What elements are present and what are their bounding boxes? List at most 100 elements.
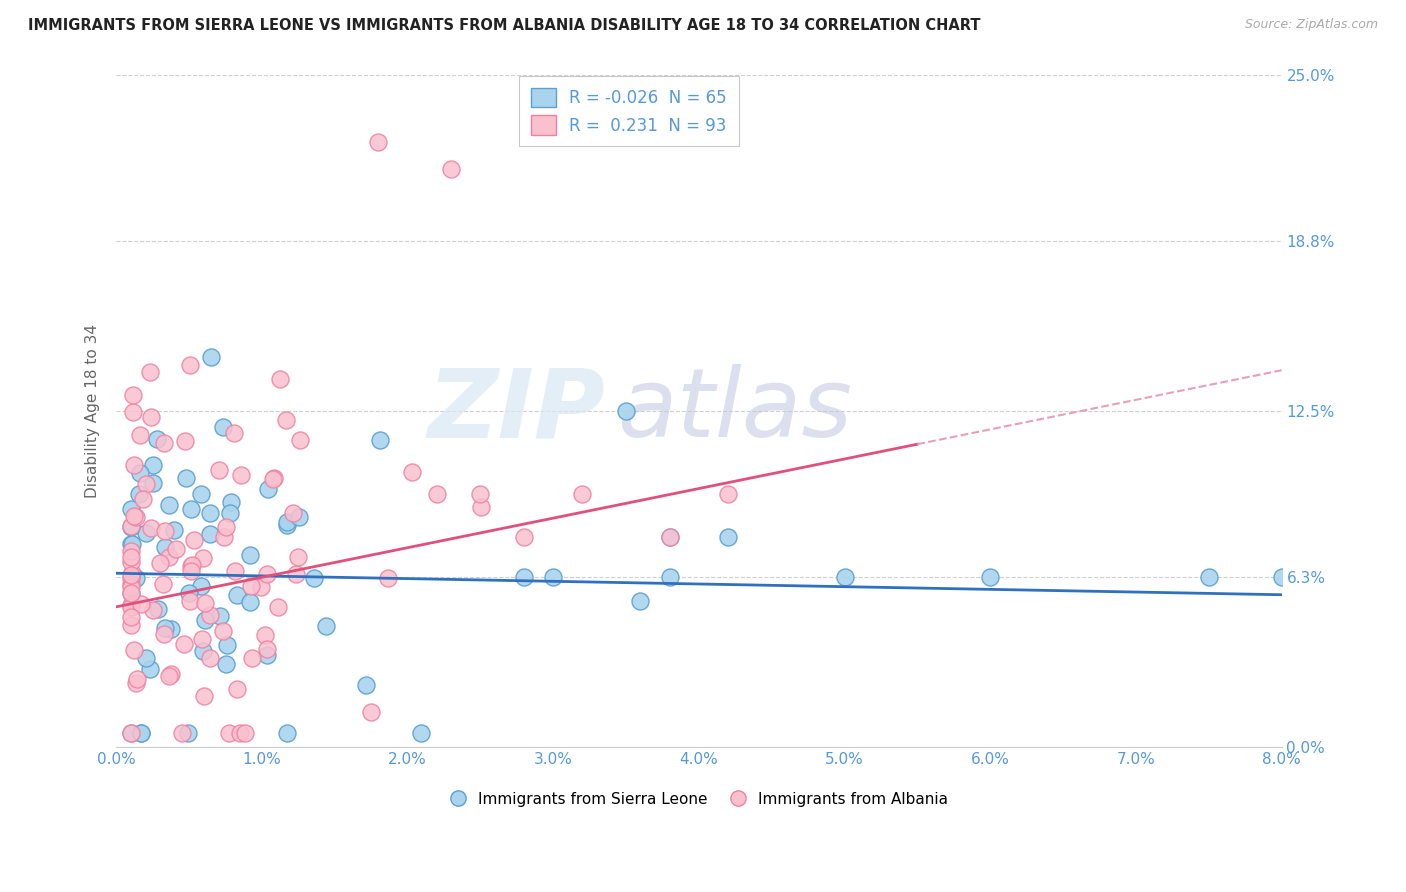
Point <box>224 564 246 578</box>
Point <box>155 621 177 635</box>
Point <box>281 507 304 521</box>
Point <box>256 483 278 497</box>
Point <box>141 521 163 535</box>
Point <box>222 426 245 441</box>
Point <box>157 669 180 683</box>
Point <box>190 579 212 593</box>
Point <box>120 581 142 595</box>
Point <box>120 568 142 582</box>
Point <box>254 628 277 642</box>
Point <box>231 468 253 483</box>
Point <box>120 520 142 534</box>
Point <box>470 500 492 514</box>
Text: atlas: atlas <box>617 364 852 457</box>
Point <box>174 471 197 485</box>
Point <box>276 412 298 426</box>
Point <box>135 525 157 540</box>
Point <box>183 533 205 548</box>
Point <box>120 571 142 585</box>
Point <box>173 637 195 651</box>
Point <box>142 458 165 472</box>
Point <box>148 601 170 615</box>
Point <box>614 403 637 417</box>
Point <box>120 549 142 564</box>
Point <box>160 666 183 681</box>
Point <box>153 524 176 538</box>
Point <box>658 570 681 584</box>
Point <box>120 600 142 615</box>
Point <box>121 537 143 551</box>
Point <box>215 657 238 672</box>
Point <box>287 549 309 564</box>
Point <box>834 570 856 584</box>
Point <box>269 372 291 386</box>
Point <box>153 436 176 450</box>
Point <box>212 420 235 434</box>
Point <box>658 530 681 544</box>
Point <box>200 607 222 622</box>
Point <box>302 571 325 585</box>
Point <box>367 135 389 149</box>
Point <box>179 358 201 372</box>
Point <box>139 409 162 424</box>
Point <box>120 586 142 600</box>
Point <box>979 570 1001 584</box>
Point <box>193 689 215 703</box>
Point <box>129 726 152 740</box>
Point <box>191 644 214 658</box>
Point <box>211 624 233 638</box>
Point <box>233 726 256 740</box>
Point <box>142 603 165 617</box>
Point <box>377 570 399 584</box>
Point <box>120 610 142 624</box>
Point <box>120 518 142 533</box>
Point <box>239 595 262 609</box>
Point <box>129 466 152 480</box>
Point <box>124 572 146 586</box>
Point <box>120 599 142 613</box>
Point <box>170 726 193 740</box>
Point <box>191 551 214 566</box>
Point <box>191 632 214 647</box>
Point <box>226 681 249 696</box>
Point <box>177 586 200 600</box>
Point <box>215 638 238 652</box>
Point <box>200 350 222 364</box>
Point <box>209 608 232 623</box>
Point <box>180 564 202 578</box>
Point <box>120 502 142 516</box>
Point <box>219 495 242 509</box>
Text: IMMIGRANTS FROM SIERRA LEONE VS IMMIGRANTS FROM ALBANIA DISABILITY AGE 18 TO 34 : IMMIGRANTS FROM SIERRA LEONE VS IMMIGRAN… <box>28 18 980 33</box>
Point <box>122 458 145 472</box>
Point <box>139 365 162 379</box>
Point <box>470 487 492 501</box>
Point <box>315 619 337 633</box>
Point <box>179 594 201 608</box>
Point <box>368 433 391 447</box>
Point <box>256 567 278 582</box>
Point <box>120 537 142 551</box>
Y-axis label: Disability Age 18 to 34: Disability Age 18 to 34 <box>86 324 100 498</box>
Point <box>276 515 298 529</box>
Point <box>152 626 174 640</box>
Point <box>194 613 217 627</box>
Point <box>630 594 652 608</box>
Point <box>120 577 142 591</box>
Point <box>440 161 463 176</box>
Point <box>125 672 148 686</box>
Point <box>180 558 202 572</box>
Point <box>122 388 145 402</box>
Point <box>120 544 142 558</box>
Point <box>152 577 174 591</box>
Point <box>276 517 298 532</box>
Point <box>256 641 278 656</box>
Point <box>180 559 202 574</box>
Point <box>215 520 238 534</box>
Point <box>124 508 146 523</box>
Point <box>166 542 188 557</box>
Point <box>238 549 260 563</box>
Point <box>240 650 263 665</box>
Point <box>266 599 288 614</box>
Point <box>120 726 142 740</box>
Point <box>541 570 564 584</box>
